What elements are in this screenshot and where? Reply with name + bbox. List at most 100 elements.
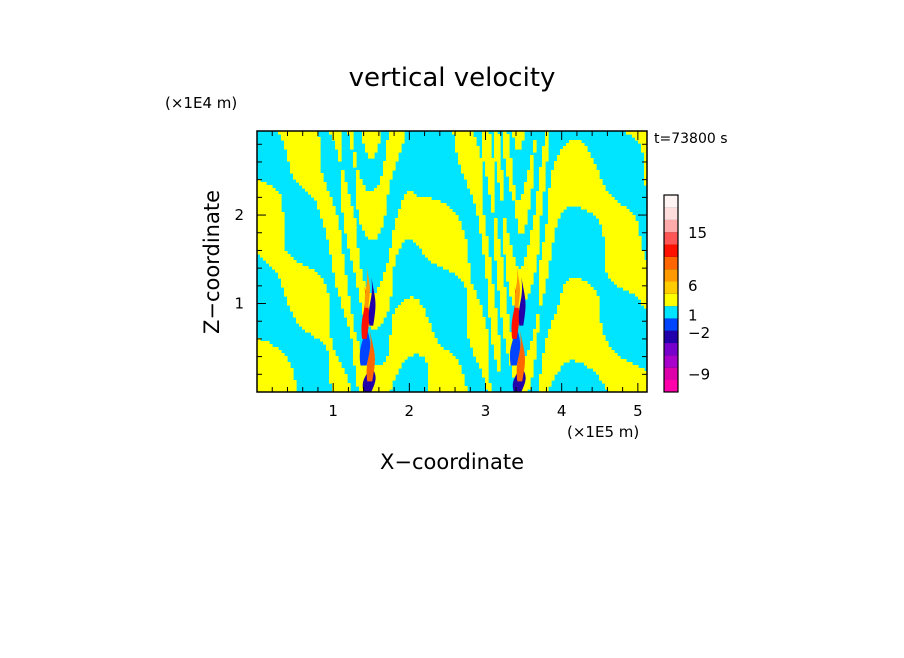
field-band-positive (512, 134, 525, 138)
field-band-positive (527, 245, 540, 249)
field-band-positive (497, 275, 504, 279)
field-band-positive (353, 260, 360, 264)
field-band-positive (350, 251, 360, 255)
field-band-positive (356, 284, 366, 288)
field-band-positive (602, 230, 639, 234)
field-band-positive (332, 254, 345, 258)
field-band-positive (608, 272, 647, 276)
field-band-positive (539, 188, 546, 192)
field-band-positive (257, 242, 285, 246)
field-band-positive (632, 134, 647, 138)
field-band-positive (503, 152, 510, 156)
field-band-positive (503, 140, 510, 144)
field-band-positive (257, 227, 285, 231)
field-band-positive (545, 350, 615, 354)
field-band-positive (287, 302, 330, 306)
field-band-positive (536, 317, 540, 321)
field-band-positive (341, 173, 345, 177)
field-band-positive (398, 209, 453, 213)
field-band-positive (449, 269, 471, 273)
field-band-positive (257, 368, 294, 372)
field-band-positive (383, 275, 393, 279)
field-band-positive (485, 161, 495, 165)
field-band-positive (428, 380, 465, 384)
field-band-positive (524, 263, 537, 267)
field-band-positive (329, 350, 336, 354)
field-band-positive (257, 362, 291, 366)
field-band-positive (494, 233, 498, 237)
field-band-positive (500, 296, 507, 300)
colorbar-frame (663, 194, 679, 393)
x-axis-label: X−coordinate (380, 450, 524, 474)
field-band-positive (356, 272, 363, 276)
field-band-positive (494, 239, 501, 243)
field-band-positive (326, 236, 342, 240)
field-band-positive (365, 314, 387, 318)
field-band-positive (539, 278, 546, 282)
field-band-positive (347, 239, 357, 243)
field-band-positive (530, 158, 534, 162)
field-band-positive (443, 266, 471, 270)
field-band-positive (284, 287, 327, 291)
field-band-positive (491, 209, 495, 213)
field-band-positive (386, 143, 402, 147)
field-band-positive (500, 191, 504, 195)
field-band-positive (482, 248, 489, 252)
field-band-positive (536, 206, 543, 210)
field-band-positive (494, 224, 498, 228)
field-band-positive (458, 158, 501, 162)
field-band-positive (539, 173, 546, 177)
field-band-positive (380, 284, 393, 288)
field-band-positive (470, 344, 489, 348)
field-band-positive (602, 233, 639, 237)
field-band-positive (338, 293, 348, 297)
field-band-positive (641, 149, 647, 153)
field-band-positive (257, 200, 282, 204)
field-band-positive (347, 233, 357, 237)
field-band-positive (257, 188, 276, 192)
field-band-positive (428, 377, 465, 381)
field-band-positive (395, 308, 426, 312)
field-band-positive (506, 275, 534, 279)
field-band-positive (563, 146, 588, 150)
field-band-positive (467, 299, 480, 303)
field-band-positive (605, 386, 647, 390)
field-band-positive (359, 293, 393, 297)
field-band-positive (491, 335, 501, 339)
field-band-positive (533, 146, 537, 150)
field-band-positive (497, 260, 504, 264)
field-band-positive (491, 329, 498, 333)
field-band-positive (605, 266, 647, 270)
field-band-positive (356, 185, 366, 189)
field-band-positive (545, 230, 555, 234)
field-band-positive (512, 194, 516, 198)
field-band-positive (488, 302, 495, 306)
field-band-positive (500, 311, 507, 315)
field-band-positive (332, 257, 345, 261)
field-band-positive (518, 221, 528, 225)
field-band-positive (527, 173, 534, 177)
field-band-positive (476, 359, 489, 363)
field-band-positive (539, 296, 543, 300)
field-band-positive (350, 257, 360, 261)
field-band-positive (326, 233, 342, 237)
field-band-positive (311, 194, 330, 198)
field-band-positive (350, 134, 354, 138)
field-band-positive (491, 317, 498, 321)
colorbar-swatch (664, 318, 678, 331)
field-band-positive (644, 305, 647, 309)
field-band-positive (530, 242, 540, 246)
field-band-positive (488, 290, 495, 294)
field-band-positive (269, 263, 303, 267)
field-band-positive (257, 374, 294, 378)
field-band-positive (317, 203, 333, 207)
colorbar-swatch (664, 195, 678, 208)
field-band-positive (392, 245, 402, 249)
field-band-positive (506, 173, 513, 177)
field-band-positive (467, 305, 483, 309)
field-band-positive (326, 344, 333, 348)
field-band-positive (542, 257, 552, 261)
colorbar-swatch (664, 268, 678, 282)
field-band-positive (278, 131, 318, 135)
field-band-positive (503, 224, 507, 228)
